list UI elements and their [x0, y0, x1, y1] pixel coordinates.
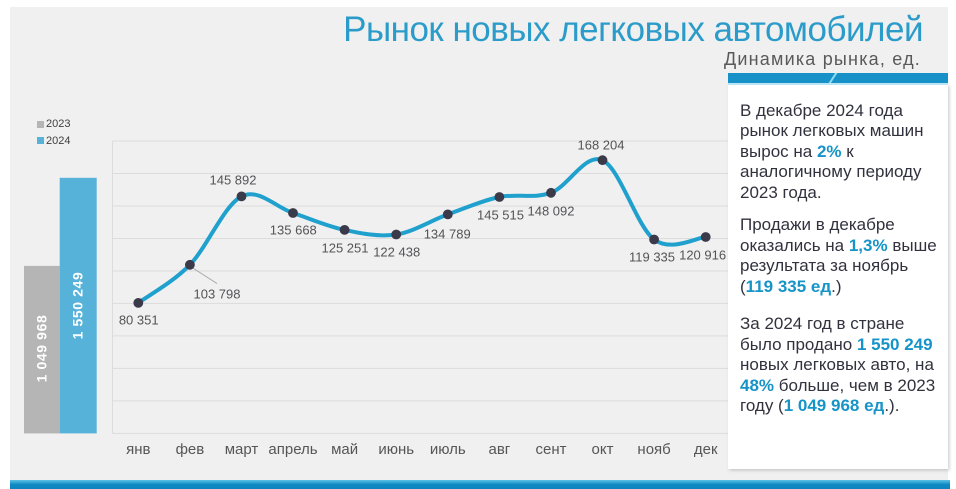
svg-text:145 892: 145 892	[210, 173, 257, 188]
svg-text:1 049 968: 1 049 968	[33, 315, 49, 383]
svg-text:135 668: 135 668	[270, 223, 317, 238]
svg-text:фев: фев	[176, 441, 205, 458]
svg-text:окт: окт	[592, 441, 614, 458]
svg-text:134 789: 134 789	[424, 226, 471, 241]
svg-text:1 550 249: 1 550 249	[70, 272, 86, 340]
svg-text:168 204: 168 204	[578, 138, 625, 153]
svg-text:120 916: 120 916	[679, 248, 726, 263]
svg-text:сент: сент	[536, 441, 567, 458]
svg-text:нояб: нояб	[637, 441, 670, 458]
svg-text:июль: июль	[430, 441, 466, 458]
svg-text:119 335: 119 335	[629, 250, 675, 265]
svg-text:март: март	[225, 441, 259, 458]
svg-text:апрель: апрель	[268, 441, 317, 458]
svg-text:май: май	[331, 441, 358, 458]
svg-text:145 515: 145 515	[477, 208, 524, 223]
svg-text:дек: дек	[694, 441, 718, 458]
svg-text:148 092: 148 092	[528, 204, 575, 219]
svg-text:122 438: 122 438	[373, 244, 420, 259]
svg-text:июнь: июнь	[378, 441, 414, 458]
svg-text:авг: авг	[489, 441, 511, 458]
svg-text:янв: янв	[126, 441, 150, 458]
svg-text:103 798: 103 798	[194, 287, 241, 302]
svg-text:125 251: 125 251	[322, 241, 369, 256]
svg-text:80 351: 80 351	[119, 313, 159, 328]
